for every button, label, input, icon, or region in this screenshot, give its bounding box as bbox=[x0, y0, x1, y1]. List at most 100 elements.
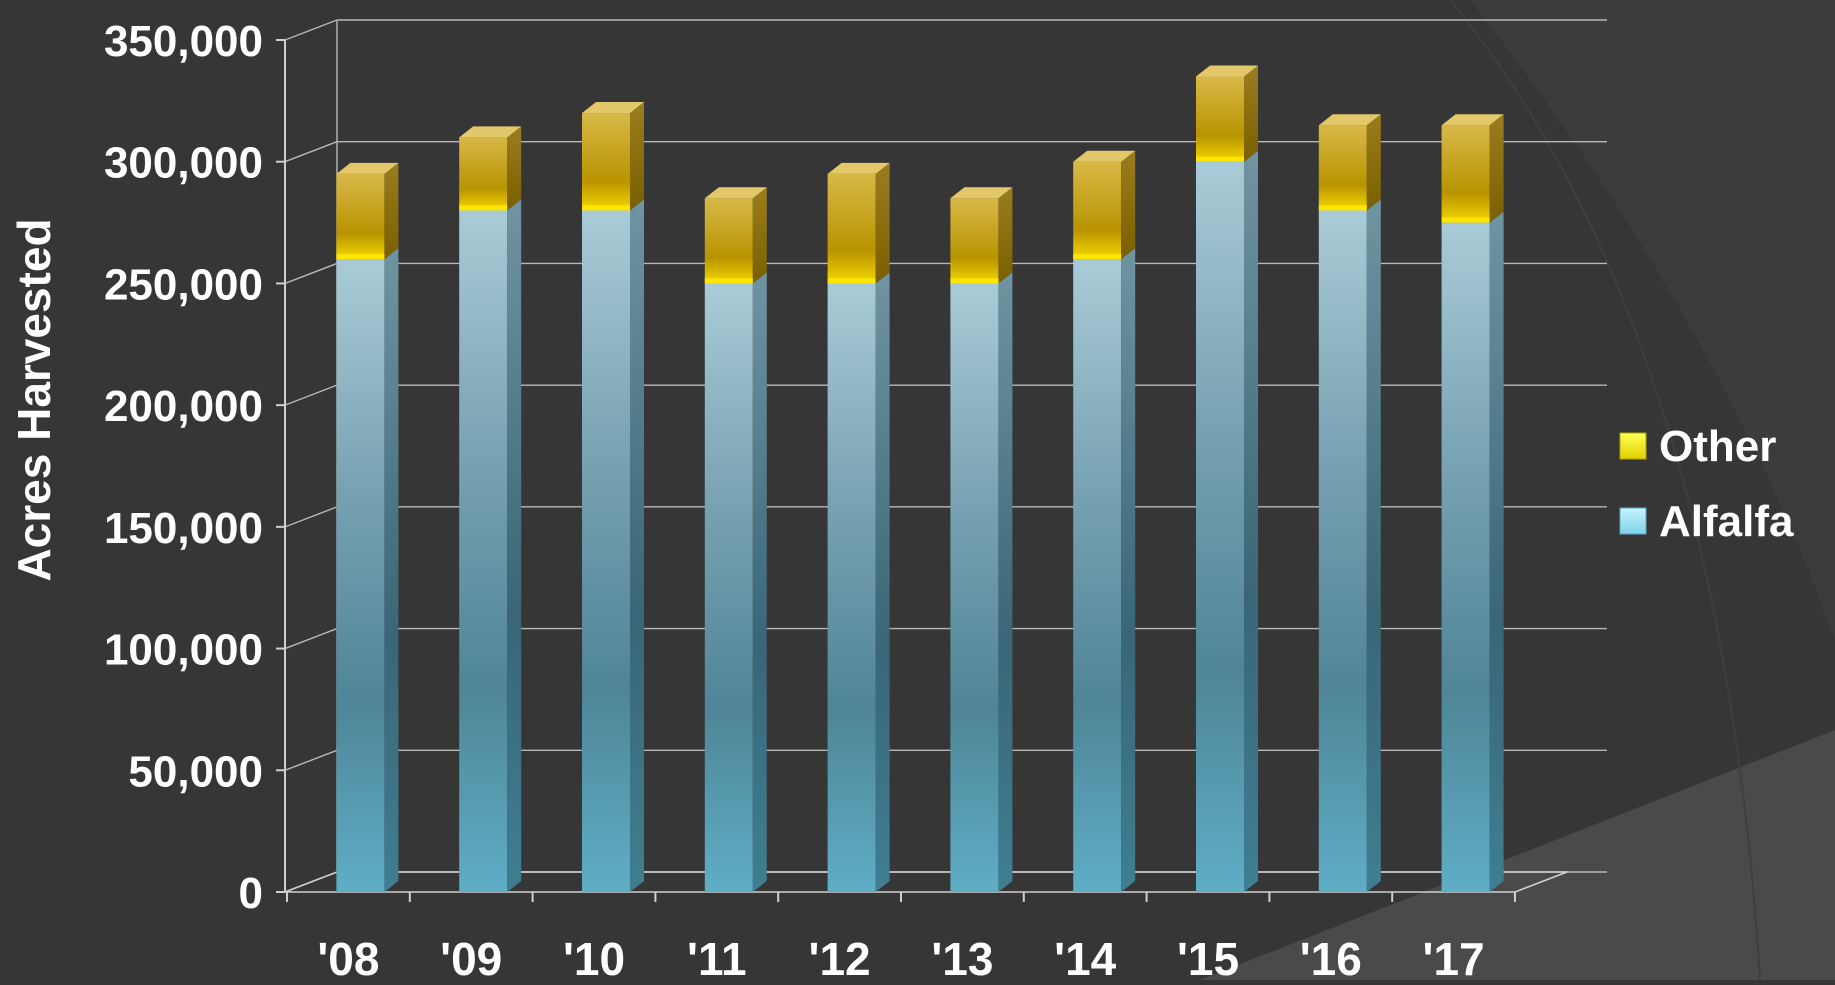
bar-other-base-highlight bbox=[582, 205, 630, 211]
bar-alfalfa-side bbox=[1366, 199, 1381, 892]
x-tick-label: '16 bbox=[1300, 933, 1362, 980]
bar-alfalfa-side bbox=[1244, 150, 1258, 892]
x-tick-label: '09 bbox=[440, 933, 502, 980]
bar-other-base-highlight bbox=[827, 278, 876, 284]
gridline-depth bbox=[284, 749, 338, 771]
gridline-depth bbox=[284, 262, 338, 285]
bar-alfalfa-front bbox=[1441, 222, 1490, 893]
bar-group bbox=[582, 102, 644, 892]
bar-other-side bbox=[1121, 150, 1136, 260]
y-tick-label: 0 bbox=[239, 869, 263, 918]
bar-other-top bbox=[336, 162, 399, 174]
bar-other-base-highlight bbox=[1318, 205, 1367, 211]
bar-other-side bbox=[1244, 65, 1258, 162]
x-tick-label: '08 bbox=[317, 933, 379, 980]
bar-other-front bbox=[582, 113, 630, 211]
bar-alfalfa-front bbox=[704, 283, 753, 892]
bar-alfalfa-front bbox=[1196, 161, 1244, 892]
bar-other-side bbox=[1489, 114, 1504, 223]
y-tick-label: 350,000 bbox=[104, 17, 263, 66]
bar-alfalfa-front bbox=[1318, 210, 1367, 892]
bar-other-base-highlight bbox=[950, 278, 999, 284]
bar-group bbox=[704, 187, 767, 892]
gridline-depth bbox=[284, 141, 338, 163]
bar-other-front bbox=[1196, 76, 1244, 162]
bar-group bbox=[827, 162, 890, 892]
bar-alfalfa-front bbox=[336, 259, 385, 893]
bar-other-top bbox=[1073, 150, 1136, 162]
legend-label-other: Other bbox=[1659, 422, 1776, 471]
bar-other-front bbox=[950, 198, 999, 284]
bar-alfalfa-side bbox=[630, 199, 644, 892]
bar-alfalfa-side bbox=[875, 272, 890, 892]
bar-other-side bbox=[630, 102, 644, 211]
x-tick-label: '15 bbox=[1177, 933, 1239, 980]
bar-group bbox=[1196, 65, 1258, 892]
gridline-depth bbox=[284, 19, 338, 41]
y-tick-label: 200,000 bbox=[104, 382, 263, 431]
bar-other-front bbox=[336, 173, 385, 260]
legend-swatch-alfalfa bbox=[1619, 507, 1647, 535]
bar-other-side bbox=[1366, 114, 1381, 211]
bar-group bbox=[1318, 114, 1381, 892]
bar-alfalfa-side bbox=[1121, 248, 1136, 893]
bar-other-top bbox=[950, 187, 1013, 199]
bar-group bbox=[1073, 150, 1136, 893]
bar-other-base-highlight bbox=[1441, 217, 1490, 223]
bar-other-side bbox=[752, 187, 767, 284]
bar-other-base-highlight bbox=[704, 278, 753, 284]
bar-group bbox=[459, 126, 522, 892]
gridline-depth bbox=[284, 384, 338, 406]
bar-other-front bbox=[704, 198, 753, 284]
y-tick-label: 150,000 bbox=[104, 504, 263, 553]
bars bbox=[336, 65, 1504, 893]
bar-other-top bbox=[1196, 65, 1258, 77]
bar-other-top bbox=[582, 102, 644, 114]
bar-other-front bbox=[1073, 161, 1122, 260]
bar-group bbox=[950, 187, 1013, 892]
bar-other-front bbox=[1441, 125, 1490, 223]
bar-alfalfa-side bbox=[1489, 211, 1504, 893]
x-tick-label: '13 bbox=[931, 933, 993, 980]
bar-other-front bbox=[827, 173, 876, 284]
bar-other-top bbox=[704, 187, 767, 199]
bar-other-front bbox=[1318, 125, 1367, 211]
bar-alfalfa-front bbox=[827, 283, 876, 892]
bar-alfalfa-side bbox=[998, 272, 1013, 892]
y-tick-label: 50,000 bbox=[128, 747, 263, 796]
x-tick-labels: '08 '09 '10 '11 '12 '13 '14 '15 '16 '17 bbox=[317, 933, 1485, 985]
bar-other-base-highlight bbox=[459, 205, 508, 211]
bar-alfalfa-side bbox=[384, 248, 399, 893]
legend: Other Alfalfa bbox=[1619, 422, 1794, 546]
gridline-depth bbox=[284, 627, 338, 650]
y-tick-label: 250,000 bbox=[104, 260, 263, 309]
bar-other-base-highlight bbox=[1196, 156, 1244, 162]
y-tick-label: 300,000 bbox=[104, 139, 263, 188]
bar-other-base-highlight bbox=[336, 254, 385, 260]
bar-alfalfa-side bbox=[507, 199, 522, 892]
bar-other-top bbox=[459, 126, 522, 138]
background-decoration bbox=[1200, 0, 1835, 981]
x-tick-label: '10 bbox=[563, 933, 625, 980]
gridline-depth bbox=[284, 506, 338, 528]
bar-other-top bbox=[1441, 114, 1504, 126]
x-tick-label: '12 bbox=[809, 933, 871, 980]
bar-alfalfa-front bbox=[950, 283, 999, 892]
bar-other-side bbox=[507, 126, 522, 211]
legend-label-alfalfa: Alfalfa bbox=[1659, 497, 1794, 546]
bar-other-side bbox=[998, 187, 1013, 284]
bar-group bbox=[1441, 114, 1504, 893]
bar-alfalfa-side bbox=[752, 272, 767, 892]
bar-other-side bbox=[875, 162, 890, 284]
bar-other-top bbox=[827, 162, 890, 174]
bar-other-front bbox=[459, 137, 508, 211]
y-tick-labels: 0 50,000 100,000 150,000 200,000 250,000 300,0… bbox=[104, 17, 263, 918]
bar-other-side bbox=[384, 162, 399, 260]
x-tick-label: '17 bbox=[1423, 933, 1485, 980]
legend-swatch-other bbox=[1619, 432, 1647, 460]
bar-alfalfa-front bbox=[459, 210, 508, 892]
x-tick-label: '11 bbox=[687, 933, 747, 980]
bar-group bbox=[336, 162, 399, 893]
